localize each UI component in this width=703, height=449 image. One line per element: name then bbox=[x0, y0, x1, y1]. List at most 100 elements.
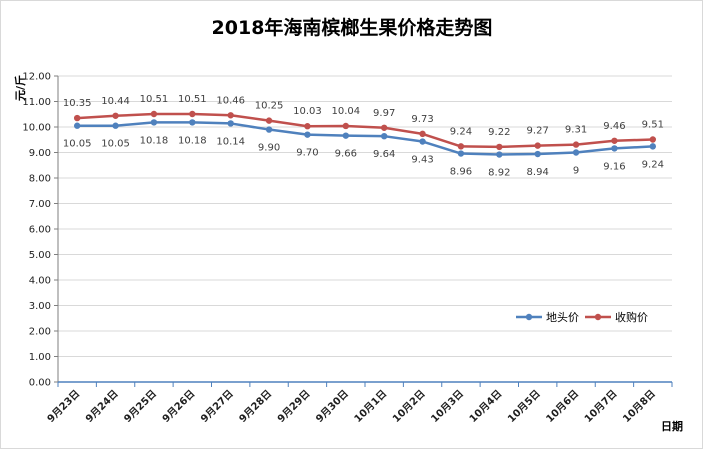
y-tick-label: 1.00 bbox=[29, 352, 51, 363]
data-point bbox=[342, 122, 350, 130]
x-tick-label: 9月24日 bbox=[83, 388, 120, 425]
data-label: 10.25 bbox=[255, 101, 284, 112]
data-label: 9.16 bbox=[603, 161, 625, 172]
data-point bbox=[112, 122, 119, 129]
data-label: 10.14 bbox=[216, 136, 245, 147]
data-label: 9.24 bbox=[642, 159, 664, 170]
y-tick-label: 2.00 bbox=[29, 327, 51, 338]
y-tick-label: 7.00 bbox=[29, 199, 51, 210]
data-point bbox=[496, 151, 503, 158]
x-tick-label: 10月8日 bbox=[621, 388, 658, 425]
data-point bbox=[649, 143, 657, 150]
y-tick-label: 12.00 bbox=[22, 72, 51, 83]
y-tick-label: 5.00 bbox=[29, 250, 51, 261]
x-axis-label: 日期 bbox=[661, 419, 683, 433]
y-tick-label: 6.00 bbox=[29, 225, 51, 236]
data-point bbox=[419, 130, 426, 138]
data-point bbox=[189, 119, 196, 126]
data-point bbox=[227, 120, 234, 127]
data-label: 9.66 bbox=[335, 149, 357, 160]
data-label: 9.27 bbox=[527, 126, 549, 137]
data-label: 10.18 bbox=[140, 135, 169, 146]
y-tick-label: 0.00 bbox=[29, 378, 51, 389]
data-point bbox=[457, 143, 465, 150]
data-label: 10.46 bbox=[216, 95, 245, 106]
data-point bbox=[304, 131, 311, 138]
legend-label: 地头价 bbox=[546, 311, 579, 324]
data-point bbox=[150, 119, 158, 126]
series-line bbox=[77, 112, 653, 149]
data-label: 9.31 bbox=[565, 125, 587, 136]
data-label: 10.51 bbox=[178, 94, 207, 105]
data-point bbox=[73, 114, 81, 122]
data-point bbox=[380, 132, 388, 140]
x-tick-label: 10月4日 bbox=[467, 388, 504, 425]
legend-label: 收购价 bbox=[615, 310, 648, 324]
data-label: 9.73 bbox=[411, 114, 433, 125]
chart-title: 2018年海南槟榔生果价格走势图 bbox=[212, 16, 493, 39]
data-point bbox=[419, 138, 426, 145]
x-tick-label: 9月27日 bbox=[198, 388, 235, 425]
x-tick-labels: 9月23日 9月24日 9月25日 9月26日 9月27日 9月28日 9月29日 9月30日… bbox=[45, 388, 658, 425]
y-tick-label: 10.00 bbox=[22, 123, 51, 134]
data-label: 10.18 bbox=[178, 135, 207, 146]
data-label: 10.05 bbox=[101, 139, 130, 150]
data-label: 9.24 bbox=[450, 126, 472, 137]
data-point bbox=[304, 123, 311, 130]
series-line bbox=[77, 121, 653, 156]
data-point bbox=[534, 150, 541, 158]
data-point bbox=[572, 141, 580, 148]
y-tick-labels: 0.00 1.00 2.00 3.00 4.00 5.00 6.00 7.00 8.00 9.00… bbox=[22, 72, 51, 389]
data-label: 9.97 bbox=[373, 108, 395, 119]
data-label: 9.46 bbox=[603, 121, 625, 132]
data-label: 9.90 bbox=[258, 143, 280, 154]
data-point bbox=[649, 136, 657, 143]
data-point bbox=[496, 143, 503, 151]
data-point bbox=[534, 142, 541, 149]
data-point bbox=[572, 149, 580, 156]
x-tick-label: 10月3日 bbox=[429, 388, 466, 425]
data-label: 8.94 bbox=[527, 167, 549, 178]
data-label: 10.04 bbox=[331, 106, 360, 117]
axes bbox=[54, 75, 673, 387]
data-point bbox=[73, 122, 81, 129]
x-tick-label: 10月7日 bbox=[582, 388, 619, 425]
legend-marker bbox=[525, 313, 533, 321]
x-tick-label: 10月2日 bbox=[390, 388, 427, 425]
data-point bbox=[457, 150, 465, 157]
gridlines bbox=[58, 75, 672, 357]
legend-marker bbox=[594, 313, 602, 321]
data-point bbox=[112, 112, 119, 119]
data-label: 9 bbox=[573, 166, 579, 177]
x-tick-label: 10月1日 bbox=[352, 388, 389, 425]
data-label: 9.43 bbox=[411, 155, 433, 166]
x-tick-label: 9月29日 bbox=[275, 388, 312, 425]
x-tick-label: 9月28日 bbox=[237, 388, 274, 425]
y-tick-label: 9.00 bbox=[29, 148, 51, 159]
data-label: 10.35 bbox=[63, 98, 92, 109]
data-point bbox=[265, 126, 273, 133]
legend: 地头价 收购价 bbox=[516, 310, 648, 324]
data-point bbox=[342, 132, 350, 139]
data-point bbox=[265, 117, 273, 124]
data-label: 10.44 bbox=[101, 96, 130, 107]
x-tick-label: 10月5日 bbox=[505, 388, 542, 425]
x-tick-label: 10月6日 bbox=[544, 388, 581, 425]
data-label: 9.51 bbox=[642, 119, 664, 130]
y-axis-label: 元/斤 bbox=[13, 75, 27, 101]
x-tick-label: 9月30日 bbox=[314, 388, 351, 425]
data-label: 8.92 bbox=[488, 168, 510, 179]
y-tick-label: 11.00 bbox=[22, 97, 51, 108]
data-point bbox=[611, 137, 618, 144]
x-tick-label: 9月25日 bbox=[122, 388, 159, 425]
data-labels: 10.05 10.05 10.18 10.18 10.14 9.90 9.70 9.66 9.6… bbox=[63, 94, 664, 179]
data-label: 10.51 bbox=[140, 94, 169, 105]
data-label: 9.22 bbox=[488, 127, 510, 138]
data-point bbox=[380, 124, 388, 131]
data-point bbox=[150, 110, 158, 118]
data-label: 10.03 bbox=[293, 106, 322, 117]
data-label: 9.64 bbox=[373, 149, 395, 160]
data-label: 9.70 bbox=[296, 148, 318, 159]
data-point bbox=[189, 110, 196, 118]
